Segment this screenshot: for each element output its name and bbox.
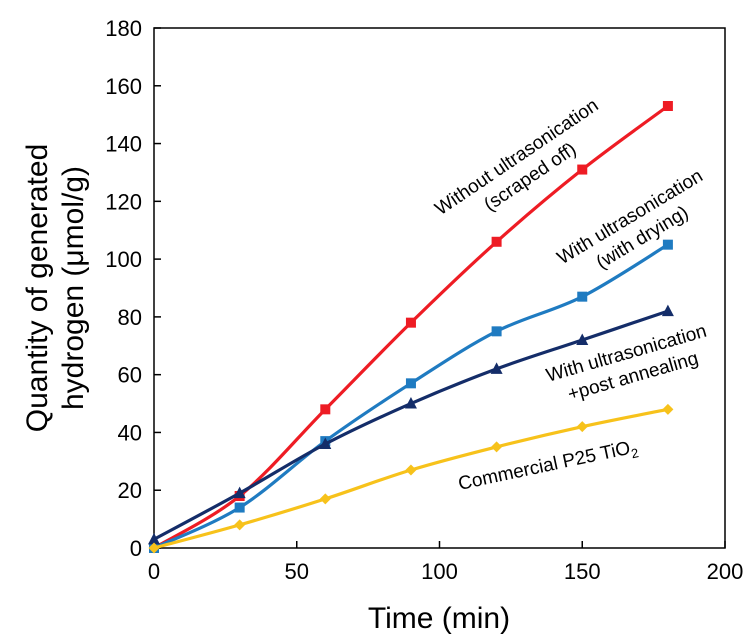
data-point bbox=[404, 397, 417, 409]
y-tick-label: 140 bbox=[105, 132, 142, 157]
annotation-p25-text: Commercial P25 TiO2 bbox=[456, 436, 640, 497]
y-tick-label: 180 bbox=[105, 16, 142, 41]
data-point bbox=[490, 362, 503, 374]
data-point bbox=[577, 164, 588, 175]
x-tick-label: 100 bbox=[421, 559, 458, 584]
series-with_ultrasonication_annealing bbox=[148, 304, 674, 545]
y-tick-label: 80 bbox=[118, 305, 142, 330]
y-axis-title-line1: Quantity of generated bbox=[21, 144, 54, 433]
data-point bbox=[662, 101, 673, 111]
y-tick-label: 160 bbox=[105, 74, 142, 99]
y-tick-label: 40 bbox=[118, 420, 142, 445]
series-commercial_p25 bbox=[148, 403, 674, 554]
x-axis-title: Time (min) bbox=[368, 602, 510, 635]
series-without_ultrasonication bbox=[149, 101, 673, 553]
data-point bbox=[233, 486, 246, 499]
data-point bbox=[662, 403, 674, 415]
y-tick-label: 100 bbox=[105, 247, 142, 272]
data-point bbox=[661, 304, 674, 317]
data-point bbox=[577, 291, 588, 302]
x-tick-label: 200 bbox=[707, 559, 744, 584]
data-point bbox=[148, 532, 160, 545]
data-point bbox=[319, 493, 331, 505]
annotation-p25-main: Commercial P25 TiO bbox=[456, 438, 632, 495]
axis-ticks: 0 50 100 150 200 0 20 40 60 80 100 120 140 160 180 bbox=[105, 16, 743, 584]
data-point bbox=[320, 404, 331, 415]
series-line bbox=[153, 407, 669, 550]
data-point bbox=[576, 333, 589, 345]
data-point bbox=[234, 502, 245, 513]
x-tick-label: 0 bbox=[148, 559, 160, 584]
data-point bbox=[319, 437, 332, 449]
data-point bbox=[491, 236, 502, 247]
y-tick-label: 0 bbox=[130, 536, 142, 561]
data-point bbox=[491, 326, 502, 337]
data-point bbox=[405, 378, 416, 389]
data-point bbox=[405, 464, 417, 476]
annotation-with-annealing: With ultrasonication +post annealing bbox=[544, 321, 709, 406]
y-tick-label: 20 bbox=[118, 478, 142, 503]
y-tick-label: 60 bbox=[118, 363, 142, 388]
data-point bbox=[662, 239, 673, 250]
annotation-p25-subscript: 2 bbox=[630, 445, 640, 461]
y-axis-title: Quantity of generated hydrogen (μmol/g) bbox=[21, 144, 90, 433]
data-point bbox=[405, 317, 416, 328]
y-tick-label: 120 bbox=[105, 189, 142, 214]
data-point bbox=[234, 519, 246, 531]
annotation-with-drying: With ultrasonication (with drying) bbox=[554, 166, 707, 274]
y-axis-title-line2: hydrogen (μmol/g) bbox=[57, 166, 90, 410]
data-point bbox=[576, 421, 588, 433]
data-point bbox=[148, 542, 160, 554]
plot-frame bbox=[153, 27, 726, 549]
data-point bbox=[491, 441, 503, 453]
annotation-commercial-p25: Commercial P25 TiO2 bbox=[456, 436, 640, 497]
series-layer bbox=[148, 101, 674, 554]
x-tick-label: 150 bbox=[564, 559, 601, 584]
x-tick-label: 50 bbox=[285, 559, 309, 584]
